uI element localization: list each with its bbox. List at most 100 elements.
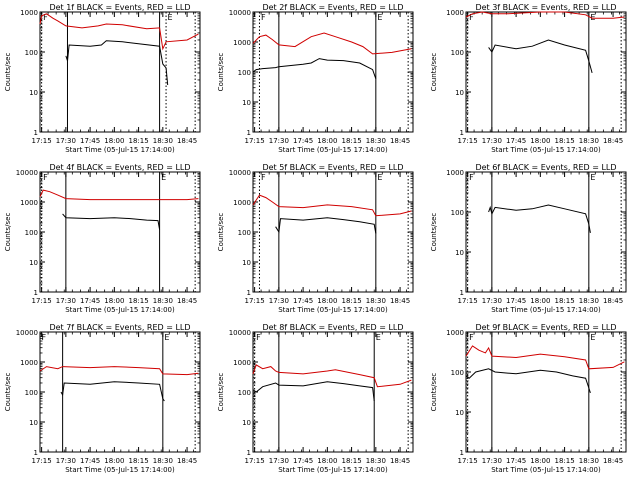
x-tick-label: 18:45	[390, 457, 410, 465]
x-tick-label: 17:30	[56, 297, 76, 305]
event-marker-label: F	[43, 13, 48, 22]
event-marker-label: E	[376, 333, 381, 342]
panel-title: Det 6f BLACK = Events, RED = LLD	[475, 163, 616, 172]
x-axis-label: Start Time (05-Jul-15 17:14:00)	[278, 146, 388, 154]
data-series-line	[465, 11, 625, 19]
y-tick-label: 10	[242, 99, 251, 107]
x-tick-label: 17:45	[80, 457, 100, 465]
x-tick-label: 18:15	[341, 457, 361, 465]
y-tick-label: 1000	[20, 199, 38, 207]
event-marker-label: F	[469, 13, 474, 22]
x-tick-label: 17:45	[506, 457, 526, 465]
y-axis-label: Counts/sec	[430, 53, 438, 92]
x-axis-label: Start Time (05-Jul-15 17:14:00)	[65, 306, 175, 314]
x-tick-label: 17:45	[80, 137, 100, 145]
plot-frame	[39, 11, 201, 133]
detector-panel: Det 9f BLACK = Events, RED = LLD 1 10 100 10…	[430, 323, 627, 474]
detector-panel: Det 6f BLACK = Events, RED = LLD 1 10 100 10…	[430, 163, 627, 314]
y-tick-label: 10000	[16, 329, 38, 337]
x-axis-label: Start Time (05-Jul-15 17:14:00)	[65, 466, 175, 474]
y-tick-label: 10000	[229, 169, 251, 177]
plot-frame	[252, 11, 414, 133]
event-marker-label: F	[469, 173, 474, 182]
x-tick-label: 18:30	[366, 457, 386, 465]
detector-panel: Det 5f BLACK = Events, RED = LLD 1 10 100 10…	[217, 163, 414, 314]
y-axis-label: Counts/sec	[430, 213, 438, 252]
x-tick-label: 17:45	[80, 297, 100, 305]
y-tick-label: 100	[451, 369, 464, 377]
y-tick-label: 1	[34, 449, 38, 457]
y-tick-label: 100	[451, 49, 464, 57]
y-tick-label: 10000	[229, 9, 251, 17]
x-tick-label: 17:30	[56, 137, 76, 145]
y-tick-label: 1	[460, 449, 464, 457]
data-series-line	[252, 381, 375, 402]
detector-panel: Det 2f BLACK = Events, RED = LLD 1 10 100 10…	[217, 3, 414, 154]
x-axis-label: Start Time (05-Jul-15 17:14:00)	[491, 466, 601, 474]
y-tick-label: 100	[451, 209, 464, 217]
x-tick-label: 17:15	[245, 457, 265, 465]
x-tick-label: 17:30	[269, 137, 289, 145]
x-tick-label: 17:30	[269, 457, 289, 465]
y-tick-label: 10	[29, 89, 38, 97]
y-axis-label: Counts/sec	[4, 373, 12, 412]
x-tick-label: 18:00	[104, 297, 124, 305]
event-marker-label: F	[261, 173, 266, 182]
plot-frame	[252, 331, 414, 453]
y-tick-label: 100	[238, 229, 251, 237]
x-tick-label: 17:30	[482, 297, 502, 305]
x-tick-label: 18:15	[128, 137, 148, 145]
y-tick-label: 10	[29, 419, 38, 427]
panel-title: Det 7f BLACK = Events, RED = LLD	[49, 323, 190, 332]
y-axis-label: Counts/sec	[217, 213, 225, 252]
x-tick-label: 18:45	[390, 297, 410, 305]
x-tick-label: 18:45	[603, 457, 623, 465]
x-tick-label: 17:15	[458, 137, 478, 145]
y-tick-label: 100	[25, 389, 38, 397]
y-tick-label: 1000	[20, 9, 38, 17]
y-tick-label: 1000	[446, 329, 464, 337]
data-series-line	[252, 364, 412, 388]
y-tick-label: 10	[455, 89, 464, 97]
x-tick-label: 18:15	[554, 457, 574, 465]
x-tick-label: 18:30	[366, 137, 386, 145]
y-tick-label: 10	[242, 259, 251, 267]
y-tick-label: 100	[25, 49, 38, 57]
x-tick-label: 17:45	[293, 137, 313, 145]
x-tick-label: 17:15	[32, 297, 52, 305]
data-series-line	[252, 32, 412, 55]
x-tick-label: 18:15	[341, 297, 361, 305]
x-tick-label: 18:15	[554, 137, 574, 145]
panel-title: Det 4f BLACK = Events, RED = LLD	[49, 163, 190, 172]
x-tick-label: 18:15	[554, 297, 574, 305]
x-tick-label: 18:45	[177, 297, 197, 305]
data-series-line	[275, 217, 377, 234]
x-tick-label: 18:45	[603, 297, 623, 305]
x-tick-label: 18:45	[177, 137, 197, 145]
detector-panel: Det 1f BLACK = Events, RED = LLD 1 10 100 10…	[4, 3, 201, 154]
detector-panel: Det 7f BLACK = Events, RED = LLD 1 10 100 10…	[4, 323, 201, 474]
event-marker-label: E	[377, 13, 382, 22]
detector-panel: Det 4f BLACK = Events, RED = LLD 1 10 100 10…	[4, 163, 201, 314]
x-tick-label: 18:30	[579, 457, 599, 465]
y-tick-label: 10	[455, 409, 464, 417]
y-axis-label: Counts/sec	[4, 213, 12, 252]
x-tick-label: 18:45	[177, 457, 197, 465]
event-marker-label: F	[261, 13, 266, 22]
plot-frame	[465, 171, 627, 293]
x-tick-label: 17:15	[458, 297, 478, 305]
y-tick-label: 10	[242, 419, 251, 427]
panel-title: Det 5f BLACK = Events, RED = LLD	[262, 163, 403, 172]
x-tick-label: 17:15	[245, 137, 265, 145]
x-tick-label: 18:00	[530, 457, 550, 465]
x-tick-label: 18:00	[104, 457, 124, 465]
data-series-line	[39, 13, 199, 51]
x-tick-label: 17:45	[293, 297, 313, 305]
x-axis-label: Start Time (05-Jul-15 17:14:00)	[278, 466, 388, 474]
y-tick-label: 100	[238, 69, 251, 77]
x-tick-label: 18:00	[530, 137, 550, 145]
x-tick-label: 18:00	[104, 137, 124, 145]
x-tick-label: 18:30	[153, 457, 173, 465]
panel-title: Det 1f BLACK = Events, RED = LLD	[49, 3, 190, 12]
event-marker-label: E	[377, 173, 382, 182]
